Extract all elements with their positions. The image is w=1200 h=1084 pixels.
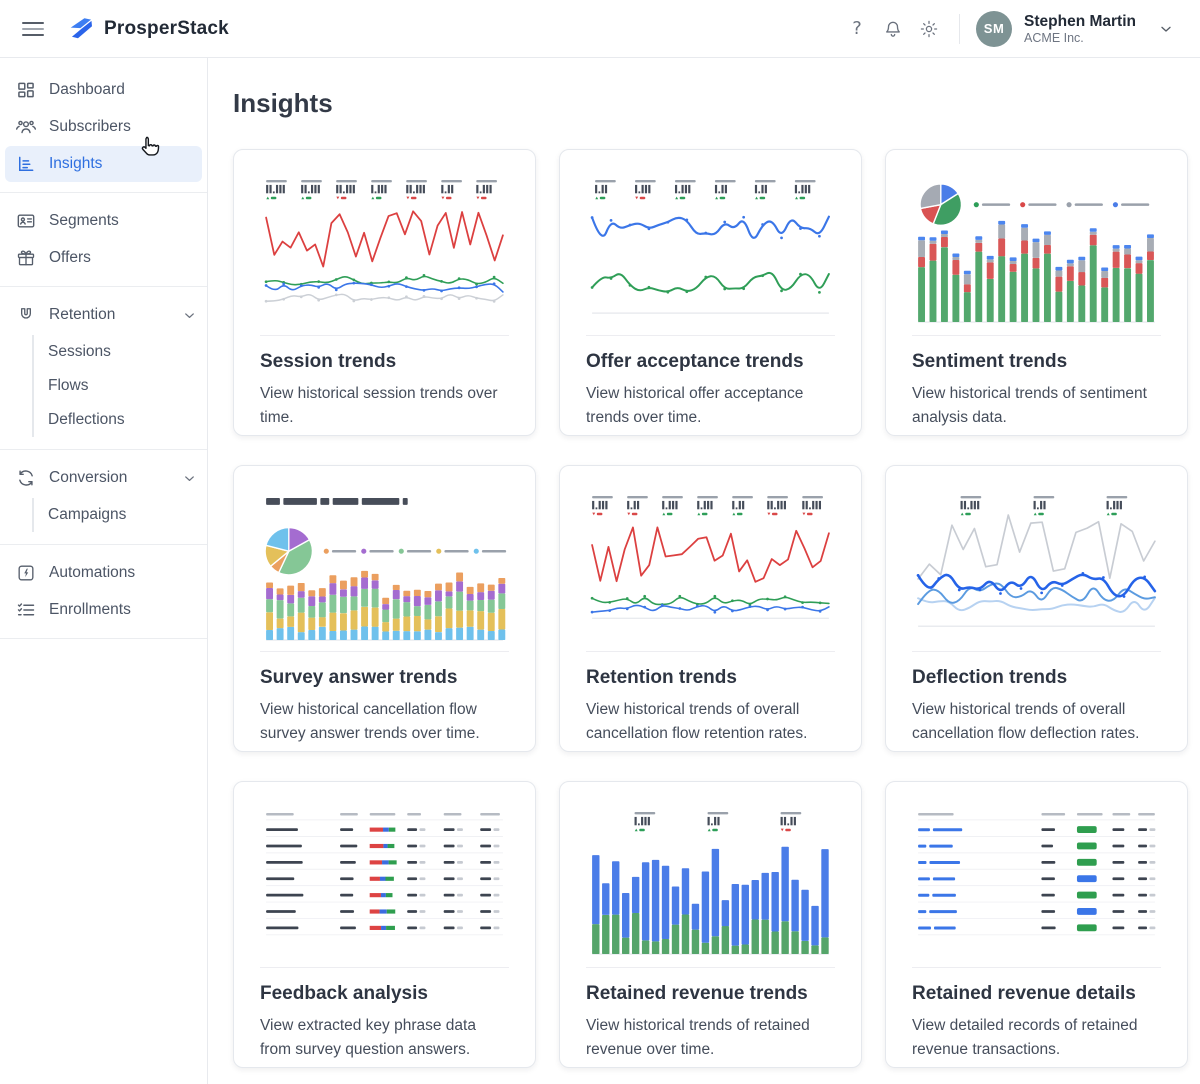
card-title: Retained revenue trends [586, 983, 808, 1004]
card-description: View historical session trends over time… [260, 385, 498, 426]
insight-card-retained-revenue-details[interactable]: Retained revenue details View detailed re… [885, 781, 1188, 1068]
gear-icon[interactable] [911, 13, 947, 45]
menu-icon [22, 33, 44, 36]
chevron-down-icon [1158, 21, 1174, 37]
sidebar-item-enrollments[interactable]: Enrollments [0, 592, 207, 628]
sidebar-item-label: Conversion [49, 469, 128, 486]
sidebar-item-sessions[interactable]: Sessions [48, 343, 111, 360]
chevron-down-icon [182, 471, 197, 486]
sidebar-item-deflections[interactable]: Deflections [48, 411, 125, 428]
magnet-icon [16, 305, 36, 325]
help-icon[interactable]: ? [839, 13, 875, 45]
sentiment-thumbnail [918, 183, 1155, 323]
user-name: Stephen Martin [1024, 12, 1136, 30]
offer-acceptance-thumbnail [590, 179, 830, 314]
segments-icon [16, 211, 36, 231]
page-title: Insights [233, 88, 333, 118]
insight-card-offer-acceptance-trends[interactable]: Offer acceptance trends View historical o… [559, 149, 862, 436]
insights-icon [16, 154, 36, 174]
card-title: Deflection trends [912, 667, 1068, 688]
sidebar-item-label: Segments [49, 212, 119, 229]
sidebar-item-label: Retention [49, 306, 116, 323]
card-description: View historical trends of overall cancel… [912, 701, 1140, 742]
prosperstack-logo-icon [68, 15, 95, 42]
card-description: View historical offer acceptance trends … [586, 385, 804, 426]
insight-card-retention-trends[interactable]: Retention trends View historical trends o… [559, 465, 862, 752]
menu-icon [22, 27, 44, 30]
sidebar-item-offers[interactable]: Offers [0, 240, 207, 276]
sidebar-item-insights[interactable]: Insights [5, 146, 202, 182]
survey-answers-thumbnail [264, 497, 507, 641]
card-description: View detailed records of retained revenu… [912, 1017, 1138, 1058]
sidebar-item-campaigns[interactable]: Campaigns [48, 506, 127, 523]
sidebar-item-label: Offers [49, 249, 91, 266]
sidebar-item-subscribers[interactable]: Subscribers [0, 109, 207, 145]
revenue-details-thumbnail [918, 812, 1156, 936]
card-title: Survey answer trends [260, 667, 458, 688]
top-bar: ProsperStack ? SM Stephen Martin ACME In… [0, 0, 1200, 58]
sidebar-item-segments[interactable]: Segments [0, 203, 207, 239]
sidebar: Dashboard Subscribers Insights Segments Offe… [0, 58, 208, 1084]
chevron-down-icon [182, 308, 197, 323]
feedback-thumbnail [266, 812, 503, 936]
sidebar-item-label: Dashboard [49, 81, 125, 98]
sidebar-item-flows[interactable]: Flows [48, 377, 89, 394]
insights-grid: Session trends View historical session tr… [233, 149, 1188, 1068]
card-title: Session trends [260, 351, 397, 372]
card-title: Feedback analysis [260, 983, 428, 1004]
card-title: Retention trends [586, 667, 737, 688]
bolt-icon [16, 563, 36, 583]
retained-revenue-thumbnail [592, 811, 829, 955]
main-content: Insights Session trends View historical s… [208, 58, 1200, 1084]
insight-card-sentiment-trends[interactable]: Sentiment trends View historical trends o… [885, 149, 1188, 436]
card-description: View extracted key phrase data from surv… [260, 1017, 476, 1058]
bell-icon[interactable] [875, 13, 911, 45]
sidebar-item-label: Insights [49, 155, 103, 172]
avatar: SM [976, 10, 1013, 47]
user-menu[interactable]: SM Stephen Martin ACME Inc. [976, 10, 1174, 47]
menu-button[interactable] [14, 14, 52, 44]
card-description: View historical trends of sentiment anal… [912, 385, 1147, 426]
card-description: View historical trends of overall cancel… [586, 701, 808, 742]
users-icon [16, 117, 36, 137]
divider [959, 13, 961, 44]
menu-icon [22, 21, 44, 24]
insight-card-retained-revenue-trends[interactable]: Retained revenue trends View historical t… [559, 781, 862, 1068]
checklist-icon [16, 600, 36, 620]
insight-card-survey-answer-trends[interactable]: Survey answer trends View historical canc… [233, 465, 536, 752]
insight-card-feedback-analysis[interactable]: Feedback analysis View extracted key phra… [233, 781, 536, 1068]
sessions-thumbnail [264, 179, 504, 303]
gift-icon [16, 248, 36, 268]
sidebar-item-label: Enrollments [49, 601, 131, 618]
dashboard-icon [16, 80, 36, 100]
insight-card-deflection-trends[interactable]: Deflection trends View historical trends … [885, 465, 1188, 752]
sidebar-item-retention[interactable]: Retention [0, 297, 207, 333]
card-title: Sentiment trends [912, 351, 1068, 372]
brand-name: ProsperStack [104, 17, 229, 39]
card-title: Offer acceptance trends [586, 351, 804, 372]
sidebar-item-automations[interactable]: Automations [0, 555, 207, 591]
convert-icon [16, 468, 36, 488]
user-company: ACME Inc. [1024, 31, 1084, 46]
card-description: View historical cancellation flow survey… [260, 701, 480, 742]
deflection-thumbnail [916, 495, 1157, 627]
card-description: View historical trends of retained reven… [586, 1017, 810, 1058]
sidebar-item-dashboard[interactable]: Dashboard [0, 72, 207, 108]
insight-card-session-trends[interactable]: Session trends View historical session tr… [233, 149, 536, 436]
sidebar-item-label: Automations [49, 564, 136, 581]
brand: ProsperStack [68, 15, 229, 42]
sidebar-item-label: Subscribers [49, 118, 131, 135]
retention-thumbnail [590, 495, 830, 620]
sidebar-item-conversion[interactable]: Conversion [0, 460, 207, 496]
card-title: Retained revenue details [912, 983, 1136, 1004]
